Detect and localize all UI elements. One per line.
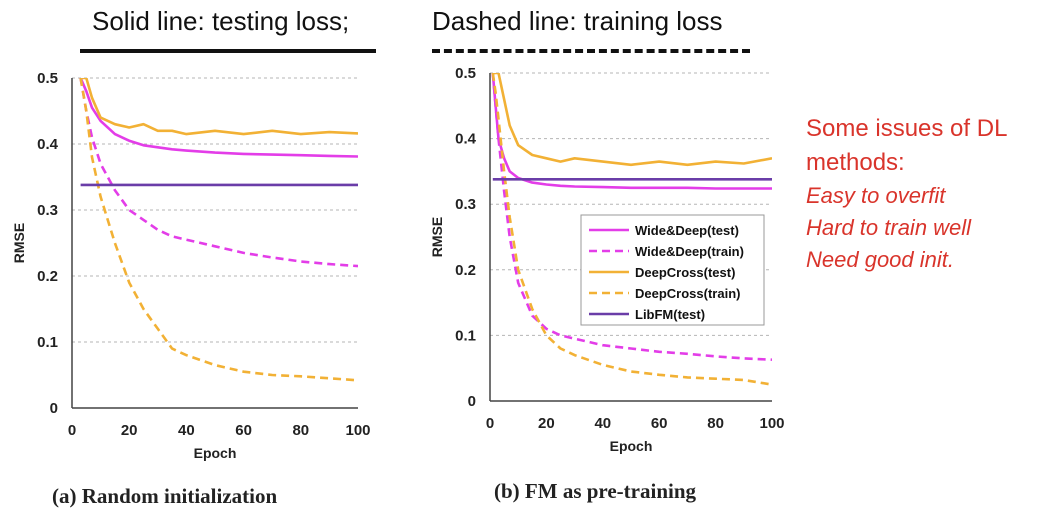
- y-axis-title: RMSE: [11, 223, 27, 263]
- y-axis-title: RMSE: [429, 217, 445, 257]
- y-tick-label: 0.2: [455, 262, 476, 279]
- y-tick-label: 0.1: [455, 327, 476, 344]
- series-line-wide-deep-train: [79, 78, 358, 268]
- issues-title-line-1: Some issues of DL: [806, 115, 1008, 142]
- y-tick-label: 0.2: [37, 268, 58, 285]
- series-line-wide-deep-test: [491, 73, 772, 190]
- x-axis-title: Epoch: [194, 445, 237, 461]
- x-tick-label: 20: [538, 415, 555, 432]
- chart-a: 0 0.1 0.2 0.3 0.4 0.5 0 20 40 60 80 100 Epoch RMSE: [11, 70, 371, 461]
- x-tick-label: 80: [292, 422, 309, 439]
- x-tick-label: 60: [651, 415, 668, 432]
- legend-label: Wide&Deep(train): [635, 244, 744, 259]
- x-axis-title: Epoch: [610, 438, 653, 454]
- issues-title-line-2: methods:: [806, 149, 905, 176]
- legend-label: DeepCross(train): [635, 286, 740, 301]
- x-tick-label: 80: [707, 415, 724, 432]
- issue-item: Hard to train well: [806, 215, 972, 240]
- legend-label: Wide&Deep(test): [635, 223, 739, 238]
- legend: Wide&Deep(test) Wide&Deep(train) DeepCross…: [580, 214, 765, 326]
- x-tick-label: 40: [594, 415, 611, 432]
- chart-a-caption: (a) Random initialization: [52, 484, 278, 508]
- series-line-deepcross-train: [491, 73, 772, 386]
- solid-line-sample: [80, 49, 376, 53]
- x-tick-label: 0: [68, 422, 76, 439]
- chart-b: 0 0.1 0.2 0.3 0.4 0.5 0 20 40 60 80 100 Epoch RMSE Wid…: [429, 65, 785, 454]
- x-tick-label: 100: [759, 415, 784, 432]
- legend-box: [580, 214, 765, 326]
- series-line-deepcross-test: [492, 73, 772, 167]
- dashed-line-sample: [432, 49, 750, 53]
- dashed-line-note: Dashed line: training loss: [432, 6, 723, 36]
- x-tick-label: 0: [486, 415, 494, 432]
- series-line-deepcross-test: [80, 78, 358, 136]
- y-tick-label: 0.1: [37, 334, 58, 351]
- y-tick-label: 0.4: [37, 136, 59, 153]
- x-tick-label: 40: [178, 422, 195, 439]
- y-tick-label: 0: [50, 400, 58, 417]
- series-line-wide-deep-test: [79, 78, 358, 158]
- chart-b-caption: (b) FM as pre-training: [494, 479, 697, 503]
- y-tick-label: 0.4: [455, 131, 477, 148]
- issues-note: Some issues of DL methods: Easy to overf…: [806, 112, 1007, 276]
- y-tick-label: 0.5: [37, 70, 58, 87]
- issue-item: Need good init.: [806, 247, 954, 272]
- y-tick-label: 0.3: [37, 202, 58, 219]
- x-tick-label: 100: [345, 422, 370, 439]
- legend-label: DeepCross(test): [635, 265, 735, 280]
- y-tick-label: 0.5: [455, 65, 476, 82]
- y-tick-label: 0: [468, 393, 476, 410]
- issue-item: Easy to overfit: [806, 183, 946, 208]
- y-tick-label: 0.3: [455, 196, 476, 213]
- series-line-wide-deep-train: [491, 73, 772, 361]
- series-line-deepcross-train: [79, 78, 358, 382]
- x-tick-label: 20: [121, 422, 138, 439]
- solid-line-note: Solid line: testing loss;: [92, 6, 350, 36]
- x-tick-label: 60: [235, 422, 252, 439]
- legend-label: LibFM(test): [635, 307, 705, 322]
